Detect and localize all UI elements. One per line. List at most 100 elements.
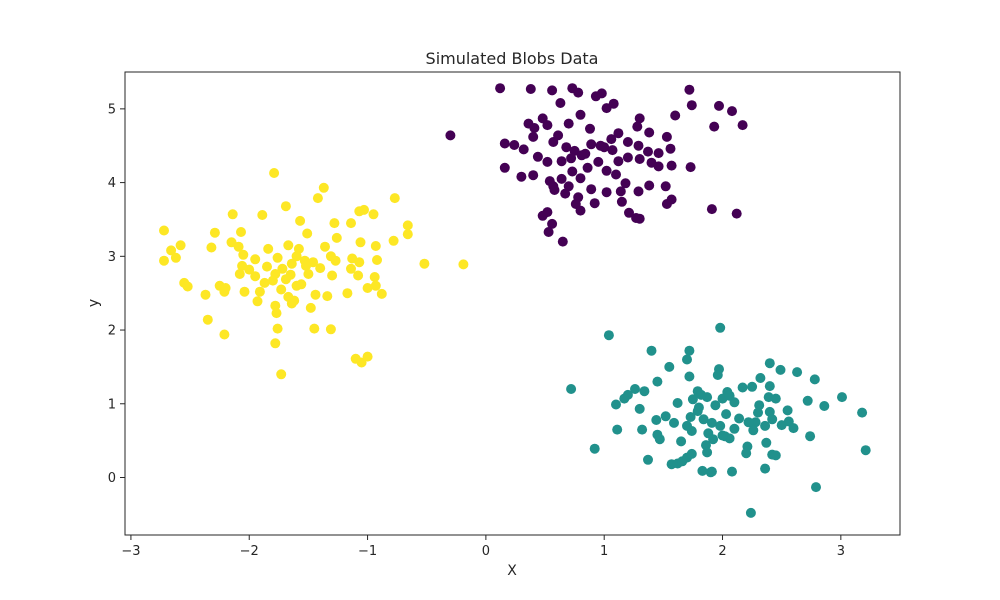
scatter-point bbox=[660, 181, 671, 192]
scatter-point bbox=[342, 288, 353, 299]
scatter-point bbox=[596, 88, 607, 99]
scatter-point bbox=[547, 85, 558, 96]
scatter-point bbox=[575, 205, 586, 216]
scatter-point bbox=[709, 121, 720, 132]
scatter-point bbox=[607, 145, 618, 156]
x-tick-label: −3 bbox=[121, 544, 140, 559]
scatter-point bbox=[666, 194, 677, 205]
scatter-point bbox=[593, 156, 604, 167]
scatter-point bbox=[238, 249, 249, 260]
scatter-point bbox=[389, 193, 400, 204]
scatter-point bbox=[805, 431, 816, 442]
scatter-point bbox=[715, 420, 726, 431]
scatter-point bbox=[262, 261, 272, 272]
scatter-point bbox=[761, 437, 772, 448]
scatter-point bbox=[573, 87, 584, 98]
scatter-point bbox=[175, 240, 186, 251]
scatter-point bbox=[622, 137, 633, 147]
scatter-point bbox=[582, 162, 593, 173]
scatter-point bbox=[615, 186, 626, 197]
scatter-point bbox=[556, 156, 567, 167]
scatter-point bbox=[277, 263, 288, 274]
scatter-point bbox=[706, 204, 717, 215]
scatter-point bbox=[634, 403, 645, 414]
scatter-point bbox=[234, 269, 245, 279]
scatter-point bbox=[811, 482, 821, 493]
scatter-point bbox=[254, 286, 265, 297]
scatter-point bbox=[622, 152, 633, 163]
x-tick-label: −2 bbox=[240, 544, 259, 559]
scatter-point bbox=[644, 180, 655, 191]
scatter-point bbox=[611, 169, 621, 180]
scatter-point bbox=[792, 367, 803, 378]
scatter-point bbox=[737, 382, 748, 393]
scatter-point bbox=[611, 399, 621, 410]
scatter-point bbox=[643, 454, 653, 465]
y-tick-label: 0 bbox=[108, 471, 116, 486]
y-axis: 0 1 2 3 4 5 bbox=[108, 102, 125, 486]
scatter-point bbox=[257, 210, 268, 220]
scatter-point bbox=[537, 210, 548, 221]
scatter-point bbox=[666, 160, 677, 171]
scatter-point bbox=[613, 156, 624, 167]
scatter-point bbox=[270, 338, 281, 349]
scatter-point bbox=[445, 130, 456, 141]
scatter-point bbox=[302, 228, 313, 239]
scatter-point bbox=[620, 178, 631, 189]
scatter-point bbox=[354, 206, 365, 217]
scatter-point bbox=[370, 280, 381, 291]
scatter-point bbox=[860, 445, 871, 456]
scatter-point bbox=[280, 201, 291, 212]
x-tick-label: 3 bbox=[837, 544, 845, 559]
scatter-point bbox=[303, 269, 314, 279]
scatter-point bbox=[809, 374, 820, 385]
scatter-point bbox=[764, 381, 775, 392]
scatter-point bbox=[608, 98, 619, 109]
scatter-point bbox=[200, 289, 211, 300]
scatter-point bbox=[528, 170, 539, 181]
scatter-point bbox=[637, 424, 648, 435]
scatter-point bbox=[250, 271, 261, 282]
scatter-point bbox=[857, 407, 868, 418]
scatter-point bbox=[322, 291, 333, 302]
scatter-point bbox=[686, 100, 697, 111]
y-tick-label: 1 bbox=[108, 397, 116, 412]
scatter-point bbox=[748, 425, 759, 436]
scatter-point bbox=[312, 193, 323, 204]
scatter-point bbox=[542, 120, 553, 131]
scatter-point bbox=[721, 409, 732, 420]
scatter-point bbox=[315, 263, 326, 274]
scatter-point bbox=[603, 330, 614, 341]
scatter-point bbox=[362, 351, 373, 362]
scatter-point bbox=[682, 354, 692, 365]
y-tick-label: 2 bbox=[108, 324, 116, 339]
scatter-point bbox=[664, 361, 675, 372]
scatter-point bbox=[509, 140, 520, 150]
scatter-point bbox=[669, 417, 679, 428]
scatter-point bbox=[549, 185, 560, 195]
scatter-point bbox=[633, 186, 644, 197]
scatter-point bbox=[369, 272, 380, 282]
scatter-point bbox=[692, 406, 703, 417]
scatter-point bbox=[170, 252, 181, 263]
scatter-point bbox=[209, 227, 220, 238]
scatter-point bbox=[760, 420, 771, 431]
scatter-point bbox=[269, 168, 280, 178]
scatter-point bbox=[202, 314, 213, 325]
scatter-point bbox=[770, 393, 781, 404]
scatter-point bbox=[305, 302, 316, 313]
scatter-point bbox=[529, 123, 540, 133]
chart-title: Simulated Blobs Data bbox=[426, 49, 599, 68]
scatter-point bbox=[586, 139, 597, 150]
scatter-point bbox=[712, 370, 723, 380]
scatter-point bbox=[634, 113, 645, 124]
scatter-point bbox=[252, 296, 263, 307]
scatter-point bbox=[745, 507, 756, 518]
scatter-point bbox=[606, 134, 617, 145]
scatter-point bbox=[646, 345, 657, 356]
scatter-point bbox=[331, 232, 342, 243]
scatter-point bbox=[354, 257, 365, 268]
scatter-point bbox=[706, 466, 717, 477]
scatter-point bbox=[702, 447, 713, 458]
